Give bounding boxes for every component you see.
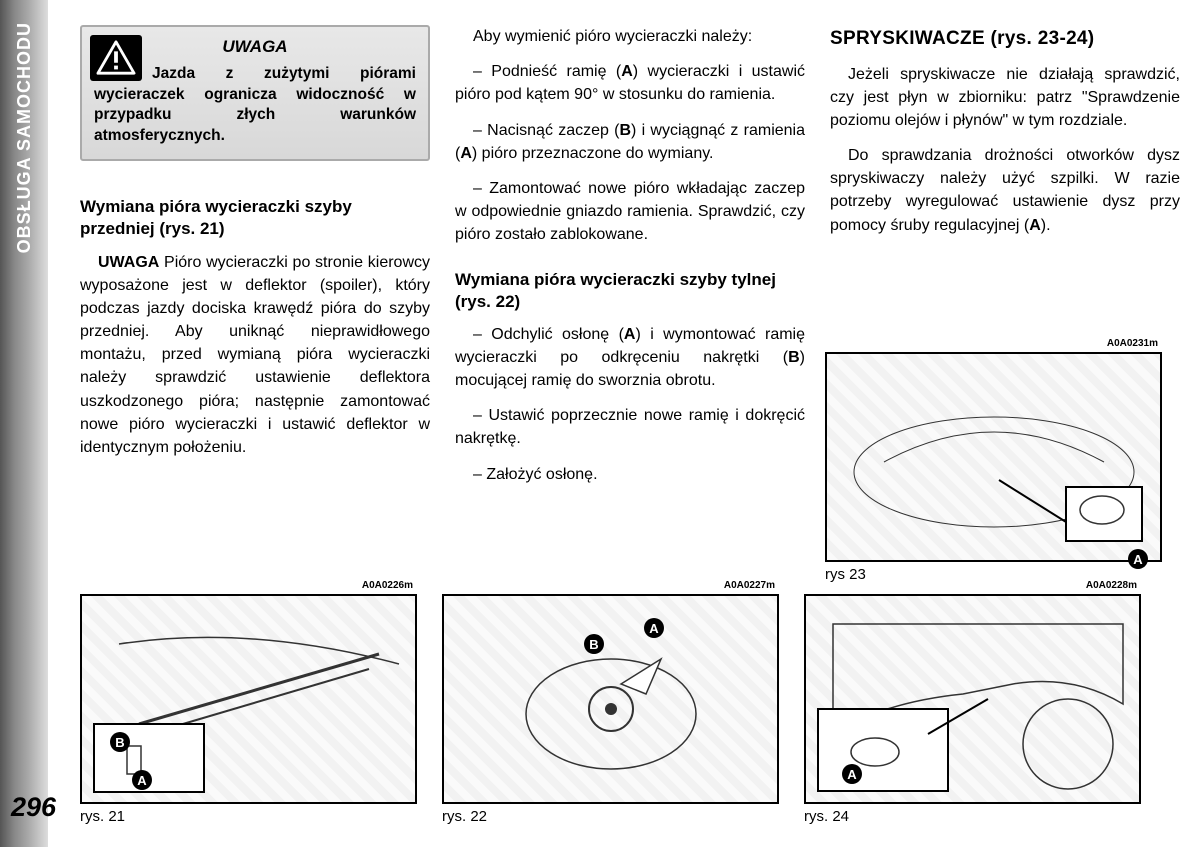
warning-text: Jazda z zużytymi piórami wycieraczek ogr… — [94, 64, 416, 148]
fig23-box: A — [825, 352, 1162, 562]
uwaga-bold: UWAGA — [98, 254, 159, 271]
fig21-box: B A — [80, 594, 417, 804]
fig22-caption: rys. 22 — [442, 808, 779, 825]
col2-p2: – Nacisnąć zaczep (B) i wyciągnąć z rami… — [455, 119, 805, 165]
fig21-placeholder: B A — [82, 596, 415, 802]
page-content: UWAGA Jazda z zużytymi piórami wycieracz… — [80, 25, 1180, 825]
fig22-box: A B — [442, 594, 779, 804]
col3-p2: Do sprawdzania drożności otworków dysz s… — [830, 144, 1180, 237]
fig22-callout-a: A — [644, 618, 664, 638]
fig22-placeholder: A B — [444, 596, 777, 802]
side-tab-label: OBSŁUGA SAMOCHODU — [14, 22, 35, 253]
figure-22: A0A0227m A B rys. 22 — [442, 594, 779, 825]
fig24-box: A — [804, 594, 1141, 804]
figure-24: A0A0228m A rys. 24 — [804, 594, 1141, 825]
side-tab: OBSŁUGA SAMOCHODU — [0, 0, 48, 847]
fig24-placeholder: A — [806, 596, 1139, 802]
col3-heading: SPRYSKIWACZE (rys. 23-24) — [830, 25, 1180, 53]
col3-p1: Jeżeli spryskiwacze nie działają sprawdz… — [830, 63, 1180, 133]
col2-p5: – Ustawić poprzecznie nowe ramię i dokrę… — [455, 404, 805, 450]
col2-p6: – Założyć osłonę. — [455, 463, 805, 486]
col1-p1: UWAGA Pióro wycieraczki po stronie kiero… — [80, 251, 430, 460]
col2-heading: Wymiana pióra wycieraczki szyby tylnej (… — [455, 269, 805, 313]
figure-21: A0A0226m B A rys. 21 — [80, 594, 417, 825]
fig21-code: A0A0226m — [362, 580, 413, 591]
warning-triangle-icon — [90, 35, 142, 81]
fig24-code: A0A0228m — [1086, 580, 1137, 591]
warning-box: UWAGA Jazda z zużytymi piórami wycieracz… — [80, 25, 430, 161]
figure-row: A0A0226m B A rys. 21 A0A0227m — [80, 594, 1141, 825]
fig21-callout-b: B — [110, 732, 130, 752]
col1-p1-text: Pióro wycieraczki po stronie kierowcy wy… — [80, 254, 430, 457]
fig21-caption: rys. 21 — [80, 808, 417, 825]
warning-title: UWAGA — [94, 35, 416, 60]
col1-heading: Wymiana pióra wycieraczki szyby przednie… — [80, 196, 430, 240]
fig24-caption: rys. 24 — [804, 808, 1141, 825]
col2-p3: – Zamontować nowe pióro wkładając zaczep… — [455, 177, 805, 247]
col2-p4: – Odchylić osłonę (A) i wymontować ramię… — [455, 323, 805, 393]
fig23-callout-a: A — [1128, 549, 1148, 569]
fig23-code: A0A0231m — [1107, 338, 1158, 349]
col2-p1: – Podnieść ramię (A) wycieraczki i ustaw… — [455, 60, 805, 106]
fig21-callout-a: A — [132, 770, 152, 790]
figure-23: A0A0231m A rys 23 — [825, 352, 1162, 583]
fig22-callout-b: B — [584, 634, 604, 654]
fig24-callout-a: A — [842, 764, 862, 784]
column-2: Aby wymienić pióro wycieraczki należy: –… — [455, 25, 805, 498]
fig23-placeholder: A — [827, 354, 1160, 560]
column-1: UWAGA Jazda z zużytymi piórami wycieracz… — [80, 25, 430, 498]
col2-p0: Aby wymienić pióro wycieraczki należy: — [455, 25, 805, 48]
page-number: 296 — [11, 792, 56, 823]
fig22-code: A0A0227m — [724, 580, 775, 591]
